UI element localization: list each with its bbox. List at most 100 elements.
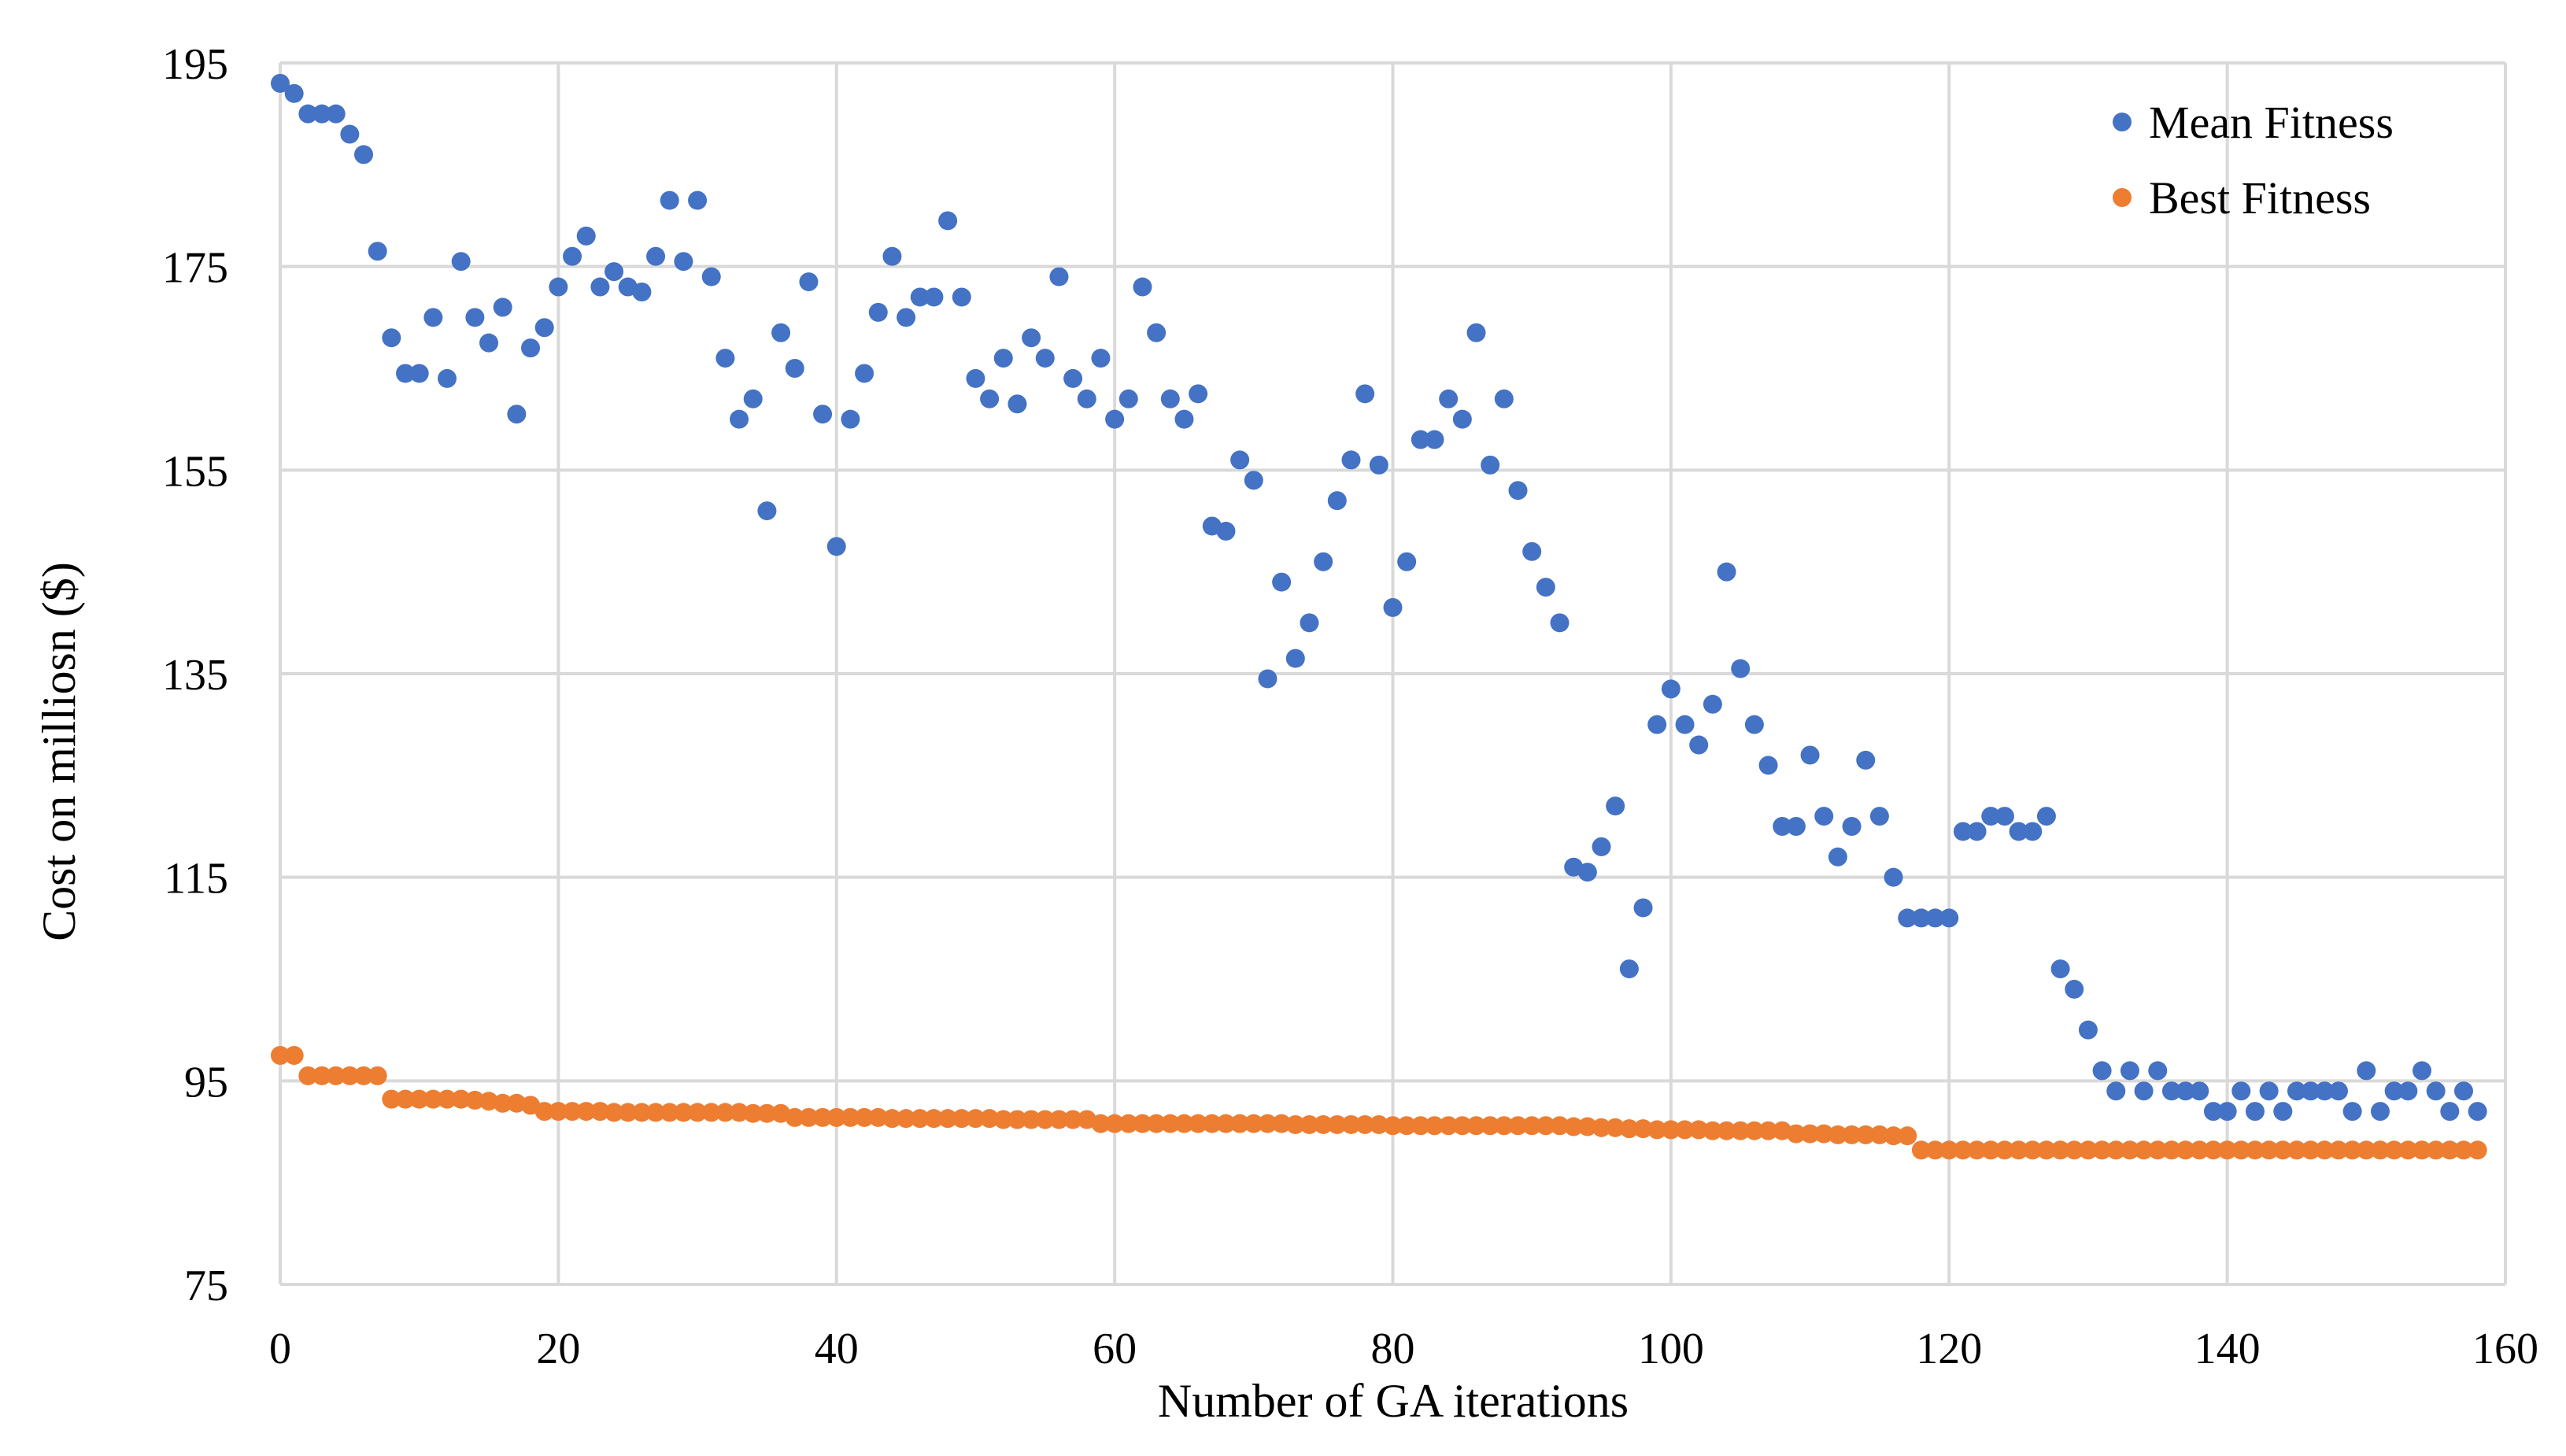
best-fitness-point [2231, 1140, 2251, 1160]
best-fitness-point [2453, 1140, 2473, 1160]
y-axis-title: Cost on milliosn ($) [33, 562, 85, 941]
mean-fitness-point [1327, 491, 1347, 511]
best-fitness-point [1230, 1114, 1250, 1133]
mean-fitness-point [1314, 552, 1333, 571]
best-fitness-point [1272, 1114, 1292, 1133]
x-tick-label: 120 [1916, 1325, 1982, 1373]
mean-fitness-point [715, 349, 735, 368]
best-fitness-point [674, 1103, 693, 1122]
mean-fitness-point [1592, 837, 1611, 856]
mean-fitness-point [1953, 822, 1973, 841]
best-fitness-point [2078, 1140, 2098, 1160]
best-fitness-point [1133, 1114, 1152, 1133]
best-fitness-point [1216, 1114, 1236, 1133]
best-fitness-point [1592, 1118, 1611, 1137]
mean-fitness-point [2161, 1081, 2181, 1101]
mean-fitness-point [2453, 1081, 2473, 1101]
mean-fitness-point [298, 104, 318, 124]
mean-fitness-point [1800, 745, 1820, 765]
mean-fitness-point [2036, 807, 2056, 826]
best-fitness-point [1564, 1117, 1584, 1136]
best-fitness-point [868, 1107, 888, 1127]
best-fitness-point [1689, 1120, 1709, 1140]
mean-fitness-point [1355, 384, 1375, 404]
x-tick-label: 160 [2472, 1325, 2538, 1373]
best-fitness-point [451, 1089, 471, 1109]
mean-fitness-point [1105, 409, 1125, 429]
best-fitness-point [1995, 1140, 2014, 1160]
x-tick-label: 40 [815, 1325, 859, 1373]
best-fitness-point [1814, 1124, 1834, 1144]
mean-fitness-point [1995, 807, 2014, 826]
best-fitness-point [284, 1046, 304, 1065]
mean-fitness-point [2134, 1081, 2154, 1101]
best-fitness-point [715, 1103, 735, 1122]
y-tick-label: 95 [184, 1058, 228, 1107]
best-fitness-point [2134, 1140, 2154, 1160]
mean-fitness-point [1842, 817, 1862, 836]
x-tick-label: 0 [269, 1325, 291, 1373]
best-fitness-point [298, 1066, 318, 1085]
best-fitness-point [2203, 1140, 2223, 1160]
best-fitness-point [1244, 1114, 1263, 1133]
best-fitness-point [1647, 1120, 1667, 1140]
best-fitness-point [1869, 1125, 1889, 1144]
mean-fitness-point [534, 318, 554, 338]
mean-fitness-point [1828, 847, 1847, 867]
mean-fitness-point [1118, 389, 1138, 408]
best-fitness-point [826, 1107, 846, 1127]
mean-fitness-point [757, 501, 777, 521]
best-fitness-point [2301, 1140, 2320, 1160]
best-fitness-point [1466, 1116, 1486, 1136]
best-fitness-point [632, 1103, 652, 1122]
mean-fitness-point [1285, 649, 1305, 668]
mean-fitness-point [1717, 562, 1736, 582]
best-fitness-point [1355, 1114, 1375, 1134]
mean-fitness-point [2273, 1102, 2293, 1122]
best-fitness-point [590, 1102, 610, 1122]
best-fitness-point [2120, 1140, 2139, 1160]
mean-fitness-point [2357, 1061, 2376, 1081]
best-fitness-point [2468, 1140, 2487, 1160]
mean-fitness-point [1550, 613, 1570, 633]
mean-fitness-point [2342, 1102, 2362, 1122]
mean-fitness-point [2370, 1102, 2390, 1122]
mean-fitness-point [2203, 1102, 2223, 1122]
best-fitness-point [2440, 1140, 2460, 1160]
mean-fitness-point [1508, 481, 1528, 501]
mean-fitness-point [493, 297, 512, 317]
best-fitness-point [1202, 1114, 1222, 1133]
best-fitness-point [2357, 1140, 2376, 1160]
mean-fitness-point [882, 246, 902, 266]
mean-fitness-point [1744, 715, 1764, 734]
best-fitness-point [1661, 1120, 1680, 1140]
best-fitness-point [396, 1089, 416, 1109]
mean-fitness-point [1049, 267, 1069, 286]
mean-fitness-point [1466, 323, 1486, 342]
mean-fitness-point [2426, 1081, 2446, 1101]
best-fitness-point [1675, 1120, 1695, 1140]
mean-fitness-point [1091, 349, 1111, 368]
mean-fitness-point [2120, 1061, 2139, 1081]
best-fitness-point [2023, 1140, 2043, 1160]
best-fitness-point [2370, 1140, 2390, 1160]
mean-fitness-point [2050, 959, 2070, 979]
best-fitness-point [2161, 1140, 2181, 1160]
best-fitness-point [1314, 1114, 1333, 1134]
mean-fitness-point [479, 333, 499, 353]
best-fitness-point [1856, 1125, 1876, 1144]
x-tick-label: 60 [1093, 1325, 1137, 1373]
best-fitness-point [1160, 1114, 1180, 1133]
best-fitness-point [897, 1109, 916, 1129]
mean-fitness-point [2412, 1061, 2431, 1081]
best-fitness-point [534, 1102, 554, 1122]
mean-fitness-point [1577, 863, 1597, 882]
best-fitness-point [312, 1066, 332, 1085]
y-tick-label: 75 [184, 1262, 228, 1310]
mean-fitness-point [1647, 715, 1667, 734]
x-tick-label: 100 [1638, 1325, 1704, 1373]
best-fitness-point [980, 1109, 1000, 1129]
mean-fitness-point [2231, 1081, 2251, 1101]
best-fitness-point [493, 1093, 512, 1113]
mean-fitness-point [1369, 455, 1388, 475]
